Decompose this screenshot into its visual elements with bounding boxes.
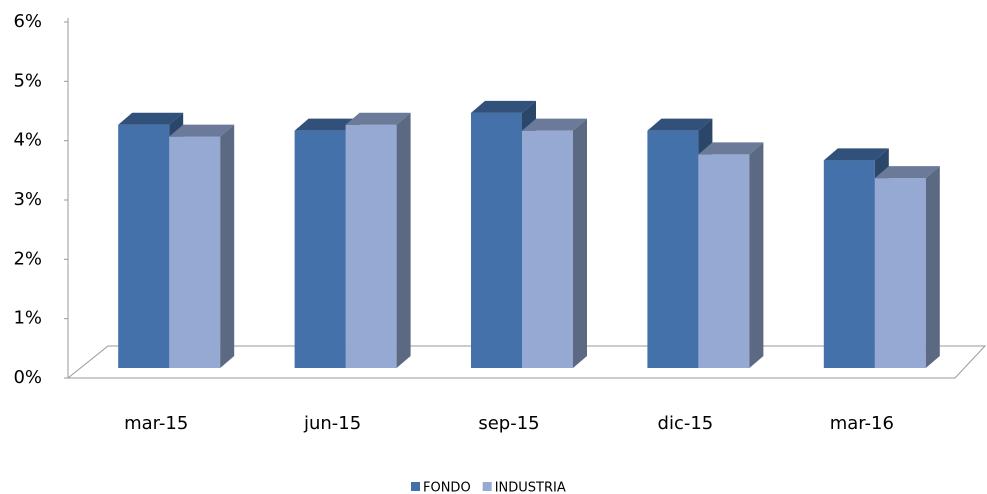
bar-top — [698, 142, 764, 155]
y-tick-label: 6% — [13, 11, 42, 32]
bar-top — [118, 112, 184, 125]
x-tick-label: mar-15 — [124, 413, 188, 434]
bar-top — [823, 148, 889, 161]
bar-side — [396, 112, 411, 368]
bar-top — [471, 100, 536, 113]
bar-side — [220, 124, 235, 368]
bar-side — [925, 166, 940, 368]
bar-front — [874, 178, 926, 368]
bar-top — [345, 112, 411, 125]
x-tick-label: sep-15 — [478, 413, 539, 434]
bar-front — [118, 124, 170, 368]
bar-front — [471, 112, 522, 368]
x-tick-label: mar-16 — [830, 413, 894, 434]
y-tick-label: 0% — [13, 367, 42, 388]
bar-top — [522, 118, 587, 131]
y-tick-label: 1% — [13, 308, 42, 329]
bar-front — [169, 136, 221, 368]
floor — [66, 345, 987, 379]
legend-swatch — [411, 482, 420, 491]
bar-top — [647, 118, 713, 131]
bar-front — [698, 154, 750, 368]
bar-top — [874, 166, 940, 179]
bar-front — [647, 130, 699, 368]
y-tick-label: 4% — [13, 130, 42, 151]
bar-top — [294, 118, 360, 131]
y-tick-label: 2% — [13, 248, 42, 269]
x-tick-label: dic-15 — [658, 413, 714, 434]
legend-swatch — [482, 482, 492, 491]
bar-front — [823, 160, 875, 368]
y-tick-label: 5% — [13, 70, 42, 91]
bar-top — [169, 124, 235, 137]
bar-front — [522, 130, 573, 368]
bar-side — [749, 142, 764, 368]
legend-label: FONDO — [423, 481, 471, 494]
bar-front — [345, 124, 397, 368]
y-tick-label: 3% — [13, 189, 42, 210]
legend-label: INDUSTRIA — [495, 481, 566, 494]
bar-side — [573, 118, 587, 369]
x-tick-label: jun-15 — [303, 413, 361, 434]
bar-front — [294, 130, 346, 368]
